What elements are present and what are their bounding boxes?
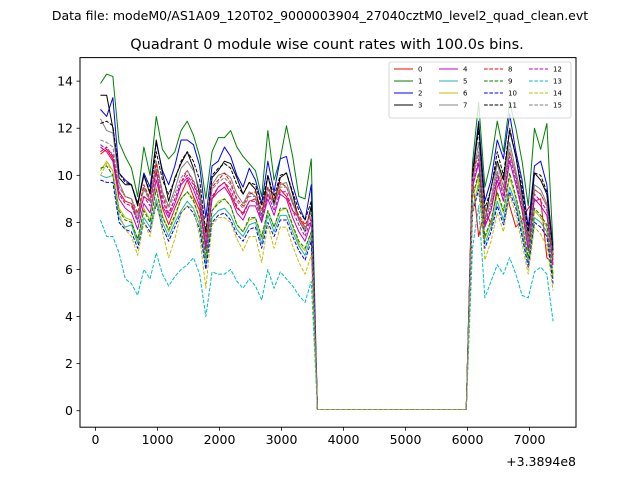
x-tick-label: 4000 [328,432,360,447]
legend-label-0: 0 [418,66,422,74]
y-tick-label: 6 [65,262,73,277]
legend-label-2: 2 [418,90,422,98]
legend-label-10: 10 [508,90,517,98]
x-tick-label: 7000 [514,432,546,447]
x-offset-label: +3.3894e8 [506,454,576,469]
legend-label-13: 13 [553,78,562,86]
x-tick-label: 1000 [142,432,174,447]
chart-title: Quadrant 0 module wise count rates with … [130,37,524,53]
y-tick-label: 14 [57,74,73,89]
legend-label-11: 11 [508,102,517,110]
legend-label-4: 4 [463,66,468,74]
y-tick-label: 10 [57,168,73,183]
legend-label-15: 15 [553,102,562,110]
legend-label-7: 7 [463,102,467,110]
y-tick-label: 0 [65,403,73,418]
series-lines [99,73,554,411]
legend-label-5: 5 [463,78,467,86]
suptitle: Data file: modeM0/AS1A09_120T02_90000039… [52,8,588,23]
legend-label-8: 8 [508,66,512,74]
y-tick-label: 2 [65,356,73,371]
legend-label-12: 12 [553,66,562,74]
legend-label-6: 6 [463,90,468,98]
series-line-9 [100,165,554,411]
x-tick-label: 0 [92,432,100,447]
series-line-15 [100,139,554,411]
x-tick-label: 2000 [204,432,236,447]
legend-box [388,61,572,119]
legend-label-14: 14 [553,90,562,98]
x-tick-label: 5000 [390,432,422,447]
legend-label-9: 9 [508,78,512,86]
axes-frame [79,57,577,428]
y-tick-label: 8 [65,215,73,230]
x-tick-label: 3000 [266,432,298,447]
series-line-11 [100,120,554,411]
legend-label-1: 1 [418,78,422,86]
legend-label-3: 3 [418,102,422,110]
series-line-14 [100,163,554,411]
y-tick-label: 4 [65,309,73,324]
y-tick-label: 12 [57,121,73,136]
x-tick-label: 6000 [452,432,484,447]
